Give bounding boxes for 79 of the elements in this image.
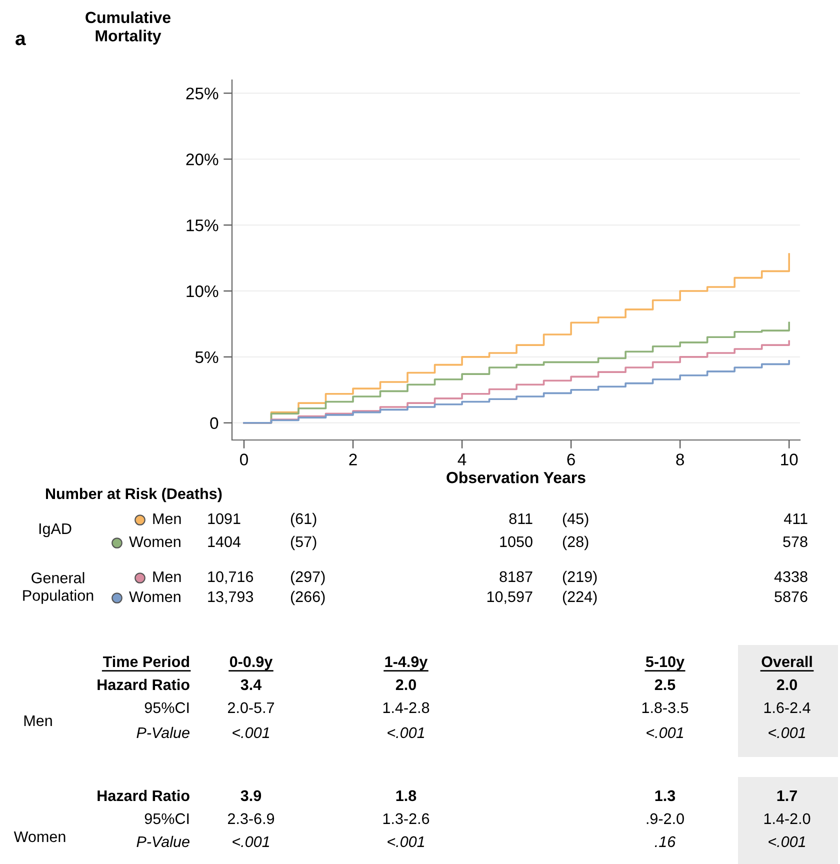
y-tick-label: 15% (186, 220, 218, 232)
x-tick-label: 8 (676, 454, 684, 466)
text: 1.4-2.0 (764, 813, 810, 824)
text: 1.4-2.8 (383, 702, 430, 714)
text: Number at Risk (Deaths) (46, 488, 222, 502)
text: (28) (562, 536, 588, 550)
text: (61) (290, 512, 316, 528)
x-tick-label: 2 (349, 454, 357, 466)
text: P-Value (136, 836, 190, 848)
text: Men (24, 715, 52, 726)
text: 1091 (208, 513, 240, 524)
x-tick-label: 6 (567, 454, 575, 466)
text: .16 (654, 836, 676, 848)
text: 578 (783, 536, 808, 548)
text: 1050 (500, 536, 532, 548)
text: (224) (562, 590, 597, 606)
y-tick-label: 5% (195, 351, 218, 364)
y-tick-label: 20% (186, 154, 218, 166)
text: (45) (562, 512, 588, 528)
text: 1.3 (655, 790, 676, 802)
text: 2.0 (396, 679, 416, 690)
text: 1.8 (396, 790, 416, 802)
text: 1.7 (777, 790, 797, 801)
text: <.001 (768, 836, 806, 848)
y-tick-label: 0 (210, 417, 218, 430)
x-axis-title: Observation Years (446, 472, 586, 484)
legend-label: Women (129, 591, 180, 602)
text: <.001 (232, 727, 270, 738)
text: 1.3-2.6 (383, 813, 430, 824)
text: 2.0-5.7 (228, 702, 274, 714)
text: 8187 (500, 571, 532, 582)
text: 95%CI (144, 702, 189, 714)
text: 1-4.9y (385, 656, 428, 670)
text: 5-10y (646, 656, 684, 670)
text: 0-0.9y (230, 656, 273, 670)
text: (57) (290, 536, 316, 550)
text: <.001 (388, 727, 424, 738)
y-tick-label: 10% (186, 285, 218, 298)
text: 13,793 (208, 591, 254, 604)
text: 2.3-6.9 (228, 813, 274, 824)
text: .9-2.0 (646, 813, 684, 824)
text: (219) (562, 570, 597, 586)
text: 3.4 (240, 679, 262, 690)
legend-label: Men (153, 571, 181, 582)
text: IgAD (39, 523, 72, 538)
text: <.001 (768, 727, 806, 738)
text: 4338 (774, 571, 808, 582)
text: 2.5 (654, 679, 676, 690)
text: (297) (290, 570, 325, 586)
text: a (16, 34, 26, 46)
text: 10,716 (208, 571, 254, 584)
text: <.001 (388, 836, 424, 848)
text: 811 (509, 513, 532, 524)
text: Overall (762, 656, 812, 668)
text: <.001 (646, 727, 684, 738)
text: Hazard Ratio (98, 790, 190, 802)
text: Time Period (103, 656, 189, 668)
text: Women (14, 831, 66, 842)
text: 3.9 (240, 790, 262, 802)
text: General Population (23, 572, 94, 604)
y-axis-title: Cumulative Mortality (86, 11, 171, 45)
text: Hazard Ratio (98, 678, 190, 690)
x-tick-label: 4 (458, 454, 466, 466)
x-tick-label: 0 (240, 454, 248, 466)
legend-label: Women (129, 536, 180, 548)
text: 1.8-3.5 (642, 702, 688, 714)
text: 2.0 (776, 679, 797, 690)
text: P-Value (136, 726, 190, 738)
text: 10,597 (487, 591, 532, 604)
text: 5876 (774, 591, 808, 602)
text: 1.6-2.4 (764, 702, 810, 714)
y-tick-label: 25% (186, 88, 218, 100)
text: 411 (784, 513, 808, 524)
text: 95%CI (144, 813, 189, 824)
x-tick-label: 10 (781, 454, 798, 466)
legend-label: Men (153, 513, 181, 524)
text: 1404 (208, 536, 241, 548)
text: <.001 (232, 836, 270, 848)
text: (266) (290, 590, 325, 606)
